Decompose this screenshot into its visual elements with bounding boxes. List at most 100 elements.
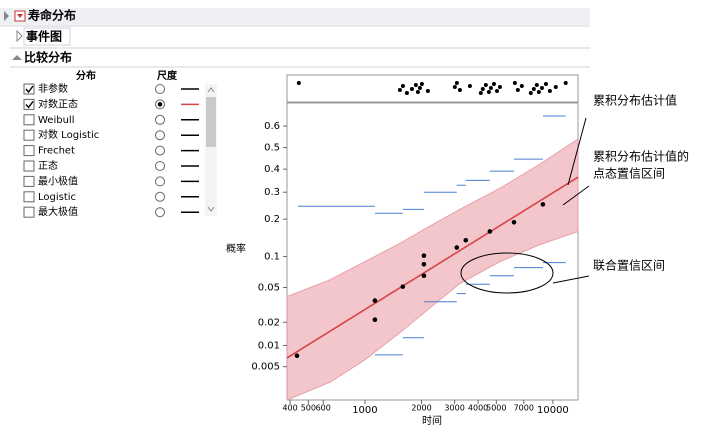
top-panel-point — [497, 85, 502, 89]
x-tick-label: 3000 — [444, 404, 464, 413]
checkbox[interactable] — [23, 175, 35, 187]
distribution-name[interactable]: 对数正态 — [38, 97, 78, 110]
checkbox[interactable] — [23, 129, 35, 141]
annotation: 点态置信区间 — [593, 167, 665, 181]
top-panel-frame — [286, 74, 579, 103]
data-point — [400, 284, 406, 289]
x-tick-label: 2000 — [411, 404, 431, 413]
top-panel-point — [425, 89, 430, 93]
top-panel-point — [483, 83, 488, 87]
scroll-up[interactable] — [207, 87, 215, 93]
top-panel-point — [413, 83, 418, 87]
radio-dot — [157, 102, 163, 107]
top-panel-point — [454, 81, 459, 85]
x-tick-label: 500 — [301, 404, 316, 413]
top-panel-point — [417, 86, 422, 90]
distribution-name[interactable]: Frechet — [38, 146, 75, 157]
top-panel-point — [563, 81, 568, 85]
scroll-thumb[interactable] — [206, 97, 216, 147]
menu-arrow — [17, 14, 23, 18]
data-point — [421, 273, 427, 279]
data-point — [421, 253, 427, 258]
top-panel-point — [419, 82, 424, 86]
top-panel-point — [528, 91, 533, 95]
data-point — [421, 262, 427, 267]
confidence-band — [286, 138, 579, 401]
disclosure-icon[interactable] — [12, 55, 22, 60]
radio[interactable] — [155, 84, 165, 94]
radio[interactable] — [155, 130, 165, 141]
top-panel-point — [409, 87, 414, 91]
radio[interactable] — [155, 191, 165, 202]
distribution-name[interactable]: 最小极值 — [38, 174, 78, 187]
x-axis-label: 时间 — [422, 414, 442, 427]
check-mark — [25, 85, 34, 94]
top-panel-point — [404, 91, 409, 95]
checkbox[interactable] — [23, 114, 35, 126]
y-tick-label: 0.2 — [264, 214, 280, 225]
top-panel-point — [415, 90, 420, 94]
section-title[interactable]: 比较分布 — [24, 50, 72, 65]
y-tick-label: 0.4 — [264, 164, 280, 175]
scroll-down[interactable] — [207, 206, 215, 212]
x-tick-label: 1000 — [352, 405, 377, 416]
plot-layer — [286, 81, 579, 401]
checkbox[interactable] — [23, 98, 35, 110]
annotation: 联合置信区间 — [593, 258, 665, 273]
x-tick-label: 10000 — [537, 405, 569, 416]
radio[interactable] — [155, 145, 165, 156]
radio[interactable] — [155, 207, 165, 218]
radio[interactable] — [155, 161, 165, 171]
column-header: 分布 — [76, 69, 96, 82]
distribution-name[interactable]: 最大极值 — [38, 205, 78, 218]
x-tick-label: 600 — [316, 404, 331, 413]
checkbox[interactable] — [23, 83, 35, 95]
annotation: 累积分布估计值 — [593, 93, 677, 108]
distribution-name[interactable]: 非参数 — [38, 82, 68, 95]
y-tick-label: 0.02 — [258, 317, 280, 328]
distribution-name[interactable]: Logistic — [38, 192, 76, 203]
top-panel-point — [531, 87, 536, 91]
checkbox[interactable] — [23, 160, 35, 172]
top-panel-point — [400, 84, 405, 88]
distribution-name[interactable]: 正态 — [38, 159, 58, 172]
top-panel-point — [452, 85, 457, 89]
data-point — [463, 237, 469, 243]
checkbox[interactable] — [23, 191, 35, 203]
y-tick-label: 0.6 — [264, 121, 280, 132]
radio[interactable] — [155, 176, 165, 187]
top-panel-point — [543, 82, 548, 86]
distribution-name[interactable]: 对数 Logistic — [38, 128, 99, 141]
leader-line — [567, 117, 587, 186]
y-tick-label: 0.005 — [251, 362, 280, 373]
top-panel-point — [539, 86, 544, 90]
top-panel-point — [480, 87, 485, 91]
leader-line — [562, 185, 590, 206]
y-axis-label: 概率 — [226, 242, 246, 255]
disclosure-icon[interactable] — [4, 11, 9, 21]
section-title[interactable]: 事件图 — [26, 29, 62, 44]
y-tick-label: 0.01 — [258, 340, 280, 351]
column-header: 尺度 — [157, 69, 178, 82]
top-panel-point — [488, 86, 493, 90]
radio[interactable] — [155, 114, 165, 125]
annotation: 累积分布估计值的 — [593, 149, 689, 164]
outline-box — [23, 27, 71, 46]
y-tick-label: 0.5 — [264, 143, 280, 154]
top-panel-point — [536, 90, 541, 94]
checkbox[interactable] — [23, 206, 35, 218]
data-point — [372, 298, 378, 303]
data-point — [454, 245, 460, 250]
checkbox[interactable] — [23, 145, 35, 157]
disclosure-icon[interactable] — [16, 29, 23, 43]
data-point — [540, 202, 546, 207]
data-point — [487, 229, 493, 234]
distribution-name[interactable]: Weibull — [38, 115, 74, 126]
x-tick-label: 4000 — [468, 404, 488, 413]
data-point — [511, 219, 517, 225]
y-tick-label: 0.3 — [264, 187, 280, 198]
report-title[interactable]: 寿命分布 — [28, 8, 76, 23]
top-panel-point — [534, 83, 539, 87]
